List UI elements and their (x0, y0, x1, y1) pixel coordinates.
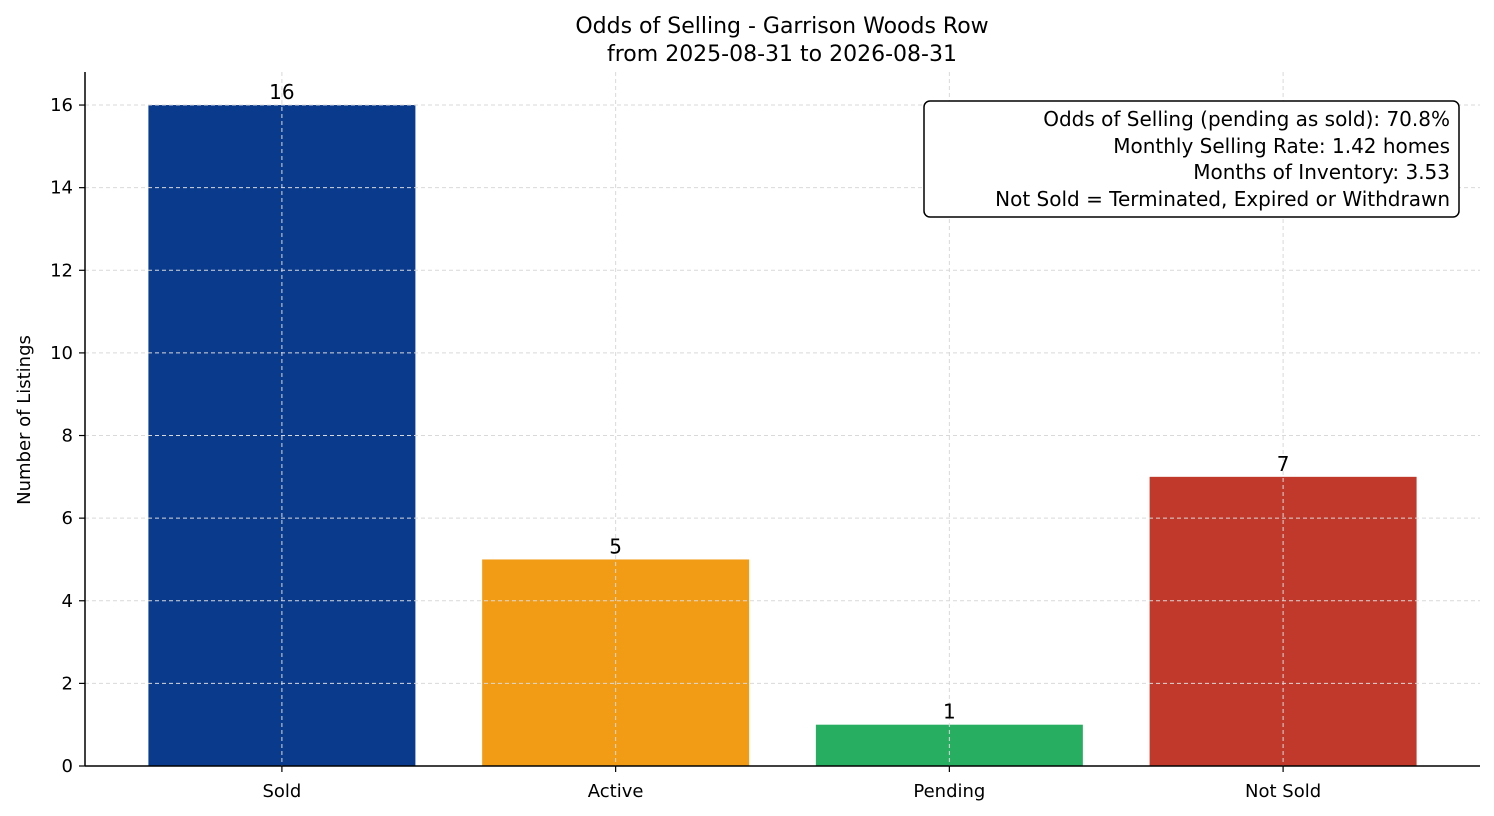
x-tick-label: Active (588, 781, 644, 802)
y-ticks: 0 2 4 6 8 10 12 14 16 (50, 95, 85, 777)
info-line-rate: Monthly Selling Rate: 1.42 homes (1113, 134, 1450, 158)
y-tick-label: 16 (50, 95, 73, 116)
chart-title-line2: from 2025-08-31 to 2026-08-31 (607, 42, 957, 67)
x-tick-label: Sold (262, 781, 301, 802)
y-tick-label: 14 (50, 178, 73, 199)
x-tick-label: Pending (913, 781, 985, 802)
chart-title-line1: Odds of Selling - Garrison Woods Row (575, 14, 988, 39)
y-tick-label: 8 (62, 426, 73, 447)
info-line-inventory: Months of Inventory: 3.53 (1193, 160, 1450, 184)
y-tick-label: 0 (62, 756, 73, 777)
bar-labels: 16 5 1 7 (269, 80, 1289, 724)
info-line-definition: Not Sold = Terminated, Expired or Withdr… (995, 187, 1450, 211)
info-box-frame (923, 100, 1460, 218)
y-tick-label: 4 (62, 591, 73, 612)
info-line-odds: Odds of Selling (pending as sold): 70.8% (1043, 107, 1450, 131)
bar-value-label: 1 (943, 700, 956, 724)
x-tick-label: Not Sold (1245, 781, 1321, 802)
bar-value-label: 16 (269, 80, 294, 104)
bar-value-label: 7 (1277, 452, 1290, 476)
y-tick-label: 2 (62, 673, 73, 694)
info-box: Odds of Selling (pending as sold): 70.8%… (923, 100, 1460, 218)
y-tick-label: 12 (50, 260, 73, 281)
bar-value-label: 5 (609, 534, 622, 558)
y-tick-label: 10 (50, 343, 73, 364)
x-ticks: Sold Active Pending Not Sold (262, 766, 1321, 802)
y-tick-label: 6 (62, 508, 73, 529)
y-axis-label: Number of Listings (14, 335, 35, 505)
